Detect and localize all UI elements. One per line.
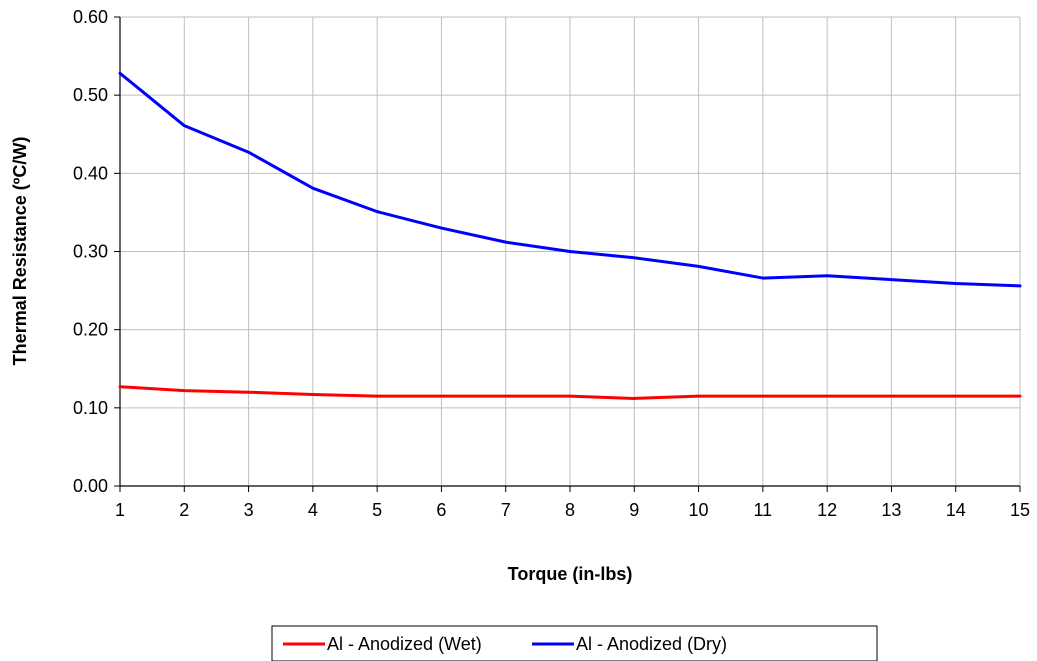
series-line-1 xyxy=(118,71,1022,288)
y-tick-label: 0.40 xyxy=(73,163,108,183)
x-tick-label: 6 xyxy=(436,500,446,520)
legend-label-wet: Al - Anodized (Wet) xyxy=(327,634,482,654)
x-tick-label: 7 xyxy=(501,500,511,520)
x-tick-label: 15 xyxy=(1010,500,1030,520)
x-tick-label: 3 xyxy=(244,500,254,520)
x-tick-label: 2 xyxy=(179,500,189,520)
y-tick-label: 0.10 xyxy=(73,398,108,418)
legend-label-dry: Al - Anodized (Dry) xyxy=(576,634,727,654)
x-axis-title: Torque (in-lbs) xyxy=(508,564,633,584)
y-tick-labels: 0.00 0.10 0.20 0.30 0.40 0.50 0.60 xyxy=(73,7,120,496)
x-tick-label: 14 xyxy=(946,500,966,520)
legend-box xyxy=(271,625,878,661)
x-tick-label: 10 xyxy=(689,500,709,520)
y-axis-title: Thermal Resistance (ºC/W) xyxy=(10,137,30,366)
x-tick-label: 9 xyxy=(629,500,639,520)
y-tick-label: 0.20 xyxy=(73,320,108,340)
series-line-0 xyxy=(118,385,1022,400)
y-tick-label: 0.30 xyxy=(73,242,108,262)
x-tick-label: 8 xyxy=(565,500,575,520)
y-tick-label: 0.60 xyxy=(73,7,108,27)
x-tick-label: 1 xyxy=(115,500,125,520)
x-tick-label: 12 xyxy=(817,500,837,520)
x-tick-label: 5 xyxy=(372,500,382,520)
series-lines xyxy=(118,71,1022,400)
y-tick-label: 0.50 xyxy=(73,85,108,105)
x-tick-label: 11 xyxy=(754,500,773,520)
x-tick-labels: 1 2 3 4 5 6 7 8 9 10 11 12 13 14 15 xyxy=(115,486,1030,520)
x-tick-label: 13 xyxy=(881,500,901,520)
x-tick-label: 4 xyxy=(308,500,318,520)
y-tick-label: 0.00 xyxy=(73,476,108,496)
legend: Al - Anodized (Wet) Al - Anodized (Dry) xyxy=(271,625,878,661)
